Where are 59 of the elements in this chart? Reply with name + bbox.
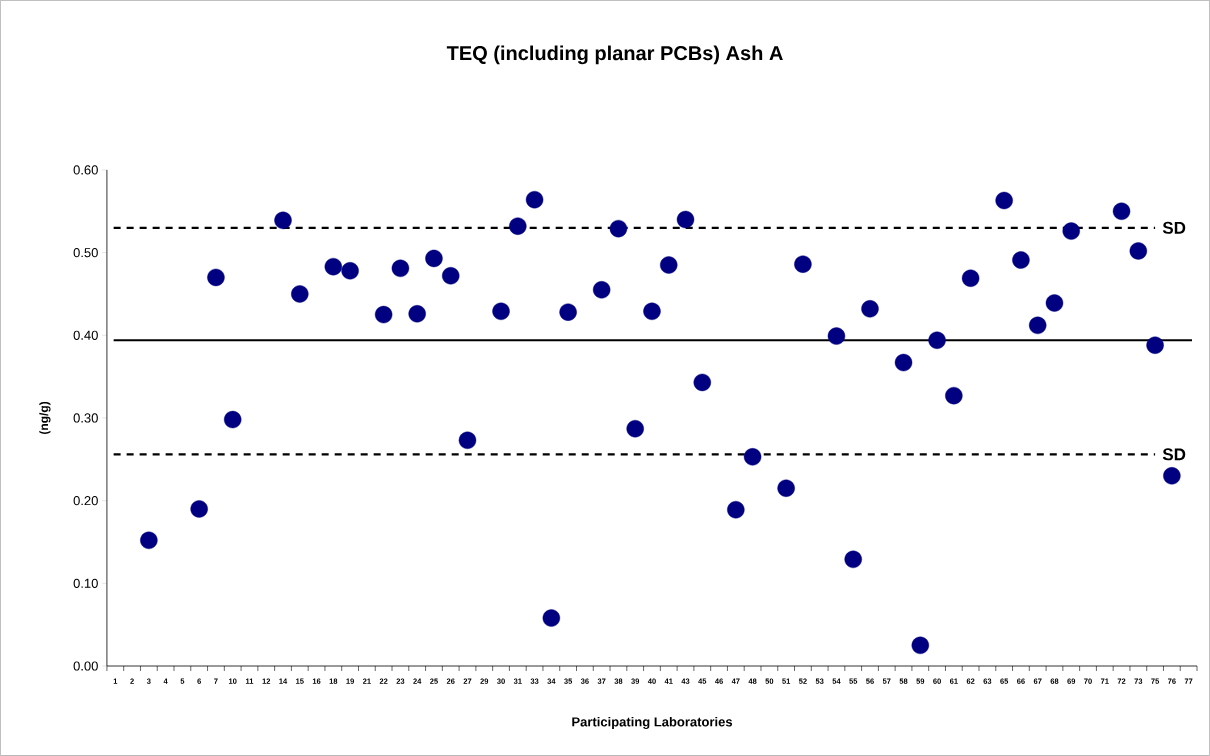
y-tick-label: 0.50 <box>73 248 98 258</box>
point <box>1012 251 1030 269</box>
point <box>928 331 946 349</box>
point <box>442 267 460 285</box>
point <box>458 431 477 450</box>
y-axis-title: (ng/g) <box>39 401 51 435</box>
point <box>140 531 158 550</box>
point <box>1129 242 1148 260</box>
point <box>676 210 695 229</box>
point <box>190 500 208 518</box>
point <box>961 269 980 287</box>
point <box>408 305 426 323</box>
point <box>1062 222 1080 240</box>
point <box>492 302 510 321</box>
point <box>861 300 879 318</box>
y-tick-label: 0.10 <box>73 578 98 588</box>
point <box>391 259 410 278</box>
point <box>324 257 343 276</box>
point <box>374 305 393 324</box>
point <box>727 501 745 519</box>
chart-title: TEQ (including planar PCBs) Ash A <box>446 45 783 65</box>
y-tick-label: 0.40 <box>73 330 98 340</box>
point <box>777 479 795 497</box>
point <box>660 256 678 274</box>
point <box>844 550 862 569</box>
point <box>911 636 929 655</box>
y-tick-label: 0.60 <box>73 165 98 175</box>
point <box>794 255 812 273</box>
point <box>945 386 963 405</box>
point <box>995 191 1013 210</box>
point <box>291 285 309 303</box>
point <box>224 410 242 429</box>
point <box>207 268 225 287</box>
point <box>643 302 661 321</box>
point <box>525 191 544 209</box>
point <box>693 373 711 392</box>
ref-line-label: SD <box>1162 221 1186 234</box>
point <box>1146 336 1164 354</box>
point <box>592 281 611 299</box>
point <box>827 327 846 345</box>
point <box>894 353 913 372</box>
y-tick-label: 0.00 <box>73 661 98 671</box>
point <box>1045 294 1064 312</box>
point <box>559 303 577 321</box>
point <box>743 448 762 466</box>
point <box>341 262 359 280</box>
point <box>542 609 561 627</box>
y-tick-label: 0.20 <box>73 496 98 506</box>
ref-line-label: SD <box>1162 448 1186 461</box>
point <box>609 219 628 238</box>
point <box>1028 316 1047 335</box>
point <box>1163 467 1181 485</box>
x-axis-title: Participating Laboratories <box>572 716 733 730</box>
y-tick-label: 0.30 <box>73 413 98 423</box>
point <box>1112 202 1131 220</box>
point <box>274 211 292 230</box>
point <box>425 249 443 268</box>
point <box>509 217 527 235</box>
point <box>626 420 644 438</box>
